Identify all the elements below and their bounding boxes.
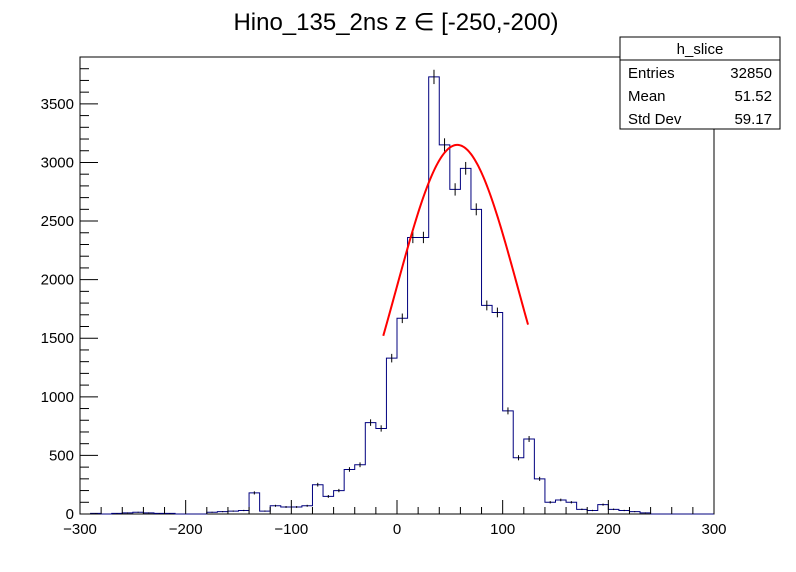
stats-box-title: h_slice [677,41,724,58]
x-tick-label: −300 [63,521,97,538]
x-tick-label: −200 [169,521,203,538]
axes: −300 −200 −100 0 100 200 300050010001500200025… [41,68,727,538]
x-tick-label: 300 [701,521,726,538]
y-tick-label: 3000 [41,154,74,171]
stats-value-mean: 51.52 [734,88,772,105]
fit-curve-layer [382,143,529,337]
y-tick-label: 500 [49,447,74,464]
stats-box-frame [619,36,781,130]
stats-value-stddev: 59.17 [734,111,772,128]
stats-label-entries: Entries [628,65,675,82]
y-tick-label: 1000 [41,389,74,406]
stats-label-mean: Mean [628,88,666,105]
gaussian-fit-curve [382,143,529,337]
chart-title: Hino_135_2ns z ∈ [-250,-200) [233,9,558,36]
histogram-outline [80,76,714,515]
y-tick-label: 2000 [41,272,74,289]
stats-value-entries: 32850 [730,65,772,82]
x-tick-label: −100 [274,521,308,538]
y-tick-label: 3500 [41,96,74,113]
stats-label-stddev: Std Dev [628,111,682,128]
x-tick-label: 100 [490,521,515,538]
x-tick-label: 0 [393,521,401,538]
y-tick-label: 0 [66,506,74,523]
histogram-bins [80,69,714,515]
x-tick-label: 200 [596,521,621,538]
y-tick-label: 2500 [41,213,74,230]
y-tick-label: 1500 [41,330,74,347]
stats-box: h_slice Entries 32850 Mean 51.52 Std Dev… [619,36,781,130]
